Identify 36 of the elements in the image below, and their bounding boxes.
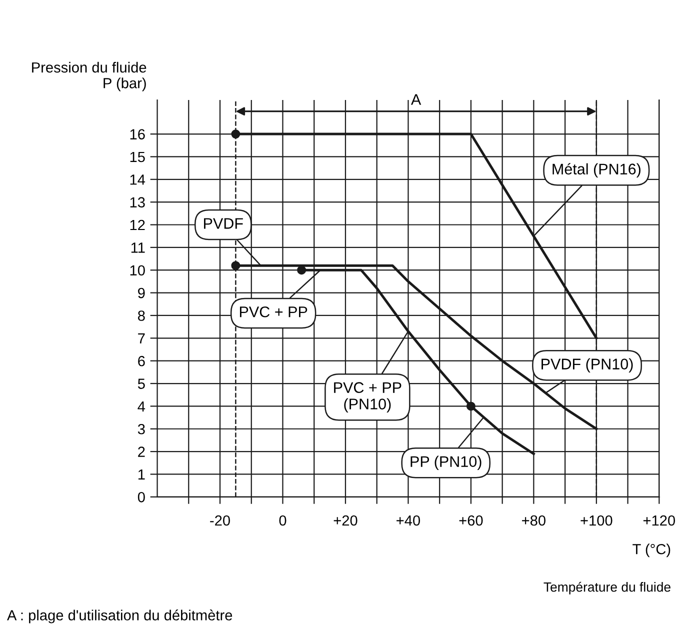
x-tick-label: +60 xyxy=(459,515,483,526)
y-tick-label: 0 xyxy=(138,492,145,502)
x-axis-title: T (°C) xyxy=(632,544,670,558)
annotation: A xyxy=(410,94,422,105)
y-tick-label: 3 xyxy=(138,424,145,434)
y-tick-label: 1 xyxy=(138,469,145,480)
x-tick-label: +40 xyxy=(396,515,420,526)
y-tick-label: 6 xyxy=(138,356,145,366)
y-tick-label: 4 xyxy=(138,401,146,412)
y-tick-label: 8 xyxy=(138,310,145,321)
y-tick-label: 14 xyxy=(130,174,146,185)
y-tick-label: 2 xyxy=(138,446,145,457)
y-tick-label: 13 xyxy=(130,197,145,208)
y-axis-title: Pression du fluide P (bar) xyxy=(32,62,146,92)
annotation: PVC + PP xyxy=(240,306,308,318)
x-tick-label: +20 xyxy=(334,515,358,526)
y-tick-label: 15 xyxy=(130,152,145,162)
text: A : plage d'utilisation du débitmètre xyxy=(7,610,232,624)
y-tick-label: 9 xyxy=(138,288,145,298)
text: Température du fluide xyxy=(544,582,670,594)
y-tick-label: 10 xyxy=(130,265,145,276)
annotation: PP (PN10) xyxy=(410,456,482,470)
x-tick-label: +100 xyxy=(580,515,612,526)
annotation: PVDF (PN10) xyxy=(542,358,633,372)
annotation: PVC + PP (PN10) xyxy=(334,382,402,412)
annotation: PVDF xyxy=(204,218,243,229)
x-tick-label: -20 xyxy=(210,515,230,526)
annotation: Métal (PN16) xyxy=(552,163,640,178)
y-tick-label: 16 xyxy=(130,129,145,140)
x-tick-label: +80 xyxy=(522,515,546,526)
y-tick-label: 5 xyxy=(138,378,145,389)
y-tick-label: 11 xyxy=(131,242,145,253)
x-tick-label: 0 xyxy=(279,515,286,526)
x-tick-label: +120 xyxy=(643,515,676,526)
y-tick-label: 12 xyxy=(130,220,145,230)
y-tick-label: 7 xyxy=(138,333,145,344)
